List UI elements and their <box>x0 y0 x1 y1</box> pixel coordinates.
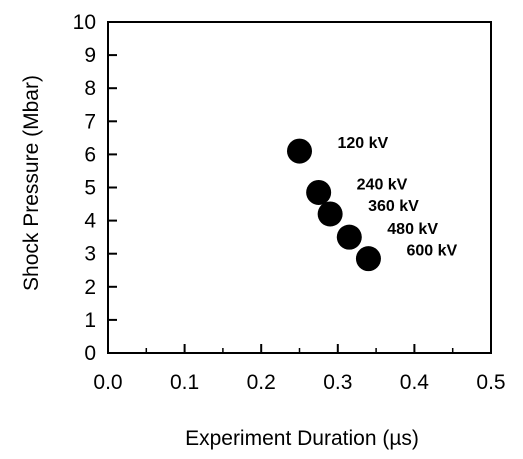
data-point <box>287 138 312 164</box>
y-tick-label: 10 <box>73 11 96 34</box>
x-tick-label: 0.1 <box>170 371 199 394</box>
data-point-label: 240 kV <box>357 176 408 193</box>
y-tick-label: 0 <box>84 342 96 365</box>
data-point-label: 120 kV <box>338 135 389 152</box>
y-tick-label: 7 <box>84 110 96 133</box>
x-tick-label: 0.5 <box>476 371 505 394</box>
x-tick-label: 0.3 <box>323 371 352 394</box>
data-point <box>317 201 343 227</box>
x-axis-title: Experiment Duration (µs) <box>185 427 419 450</box>
y-axis-title: Shock Pressure (Mbar) <box>20 75 43 291</box>
y-tick-label: 1 <box>84 309 96 332</box>
data-points: 120 kV 240 kV 360 kV 480 kV 600 kV <box>287 135 457 272</box>
x-axis-ticks: 0.0 0.1 0.2 0.3 0.4 0.5 <box>93 344 506 394</box>
y-tick-label: 9 <box>84 44 96 67</box>
data-point <box>355 246 381 272</box>
y-tick-label: 5 <box>84 177 96 200</box>
y-tick-label: 4 <box>84 210 96 233</box>
y-tick-label: 8 <box>84 77 96 100</box>
data-point-label: 360 kV <box>368 198 419 215</box>
data-point-label: 600 kV <box>406 243 457 260</box>
data-point <box>306 179 332 205</box>
y-tick-label: 6 <box>84 143 96 166</box>
y-tick-label: 3 <box>84 243 96 266</box>
data-point-label: 480 kV <box>387 221 438 238</box>
x-tick-label: 0.4 <box>400 371 430 394</box>
plot-frame <box>107 21 492 354</box>
data-point <box>336 224 362 250</box>
x-tick-label: 0.0 <box>93 371 122 394</box>
y-tick-label: 2 <box>84 276 96 299</box>
y-axis-ticks: 0 1 2 3 4 5 6 7 8 9 10 <box>73 11 117 365</box>
x-tick-label: 0.2 <box>247 371 276 394</box>
